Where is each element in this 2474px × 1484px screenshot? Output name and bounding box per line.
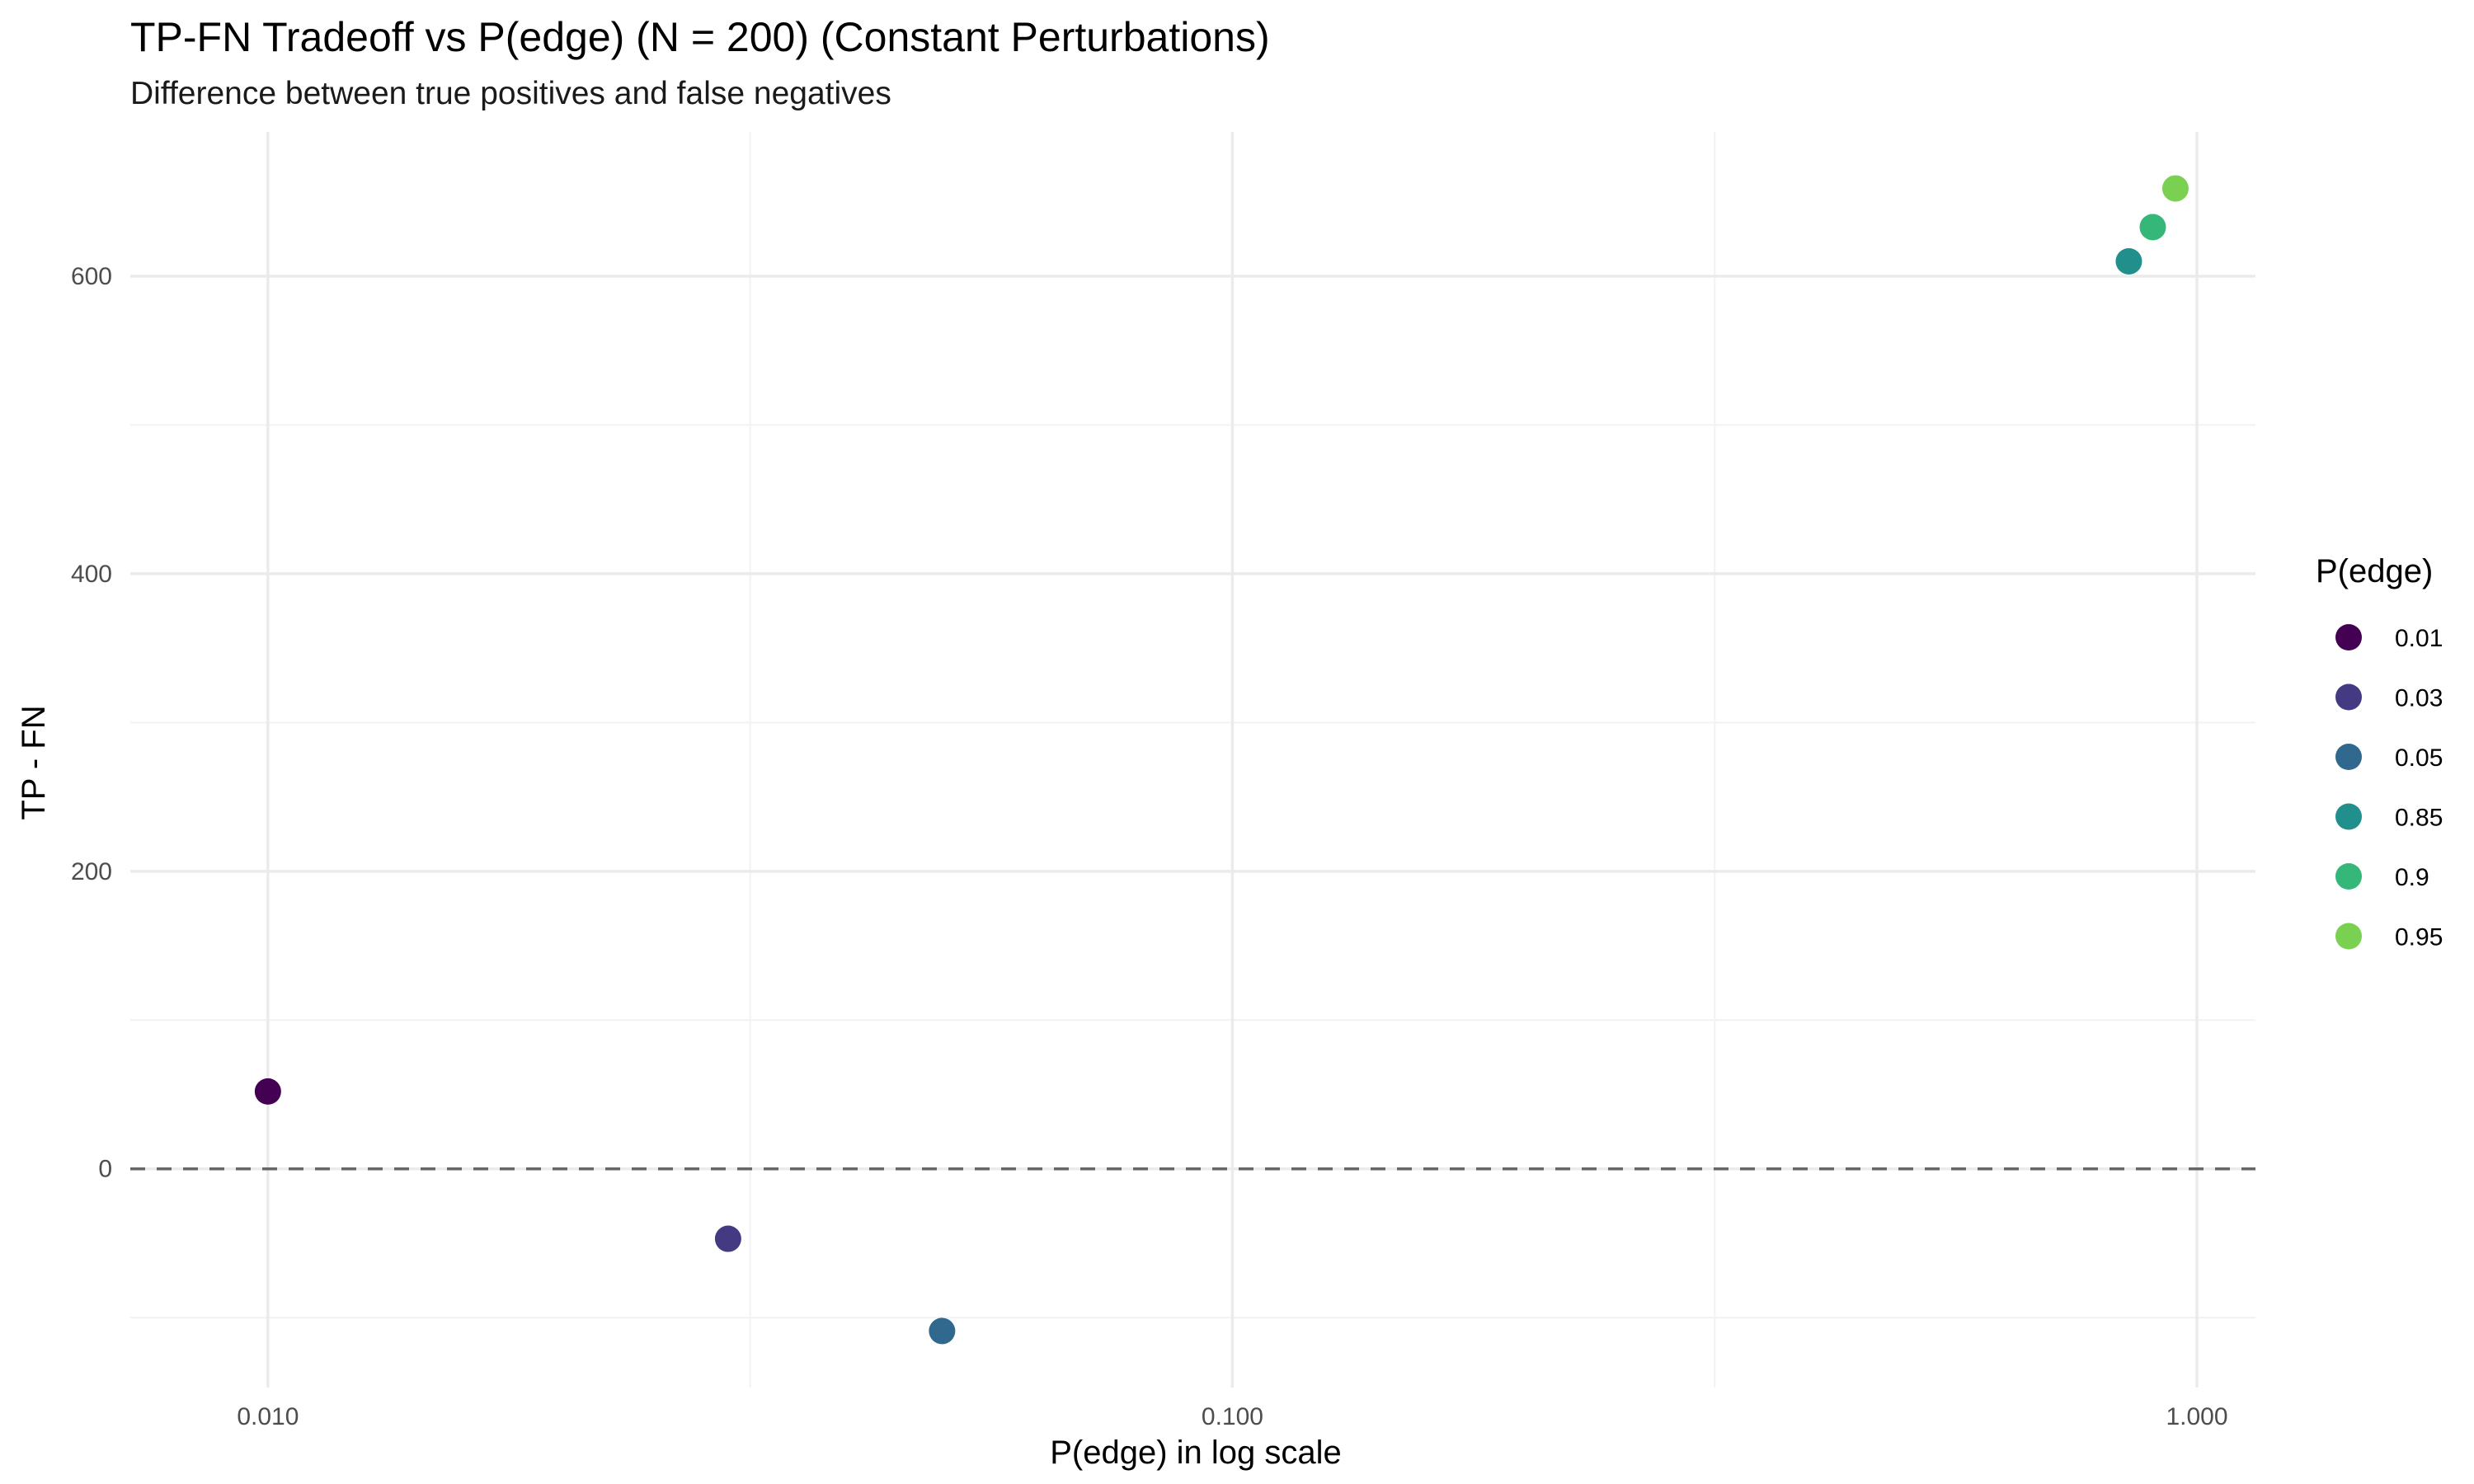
y-tick-label: 200	[71, 858, 112, 885]
data-point	[2161, 175, 2189, 202]
legend-label: 0.85	[2395, 805, 2443, 832]
data-point	[254, 1078, 281, 1105]
data-point	[929, 1317, 956, 1345]
legend-title: P(edge)	[2316, 553, 2433, 589]
y-tick-label: 400	[71, 561, 112, 588]
y-tick-label: 600	[71, 263, 112, 290]
legend-key	[2335, 923, 2362, 950]
legend-key	[2335, 803, 2362, 830]
legend-key	[2335, 624, 2362, 650]
legend-key	[2335, 744, 2362, 770]
x-tick-label: 0.100	[1202, 1403, 1263, 1430]
chart-subtitle: Difference between true positives and fa…	[130, 76, 891, 111]
x-axis-title: P(edge) in log scale	[1050, 1435, 1342, 1471]
y-axis-title: TP - FN	[16, 705, 52, 819]
legend-items: 0.01 0.03 0.05 0.85 0.9 0.95	[2335, 624, 2443, 951]
legend-label: 0.95	[2395, 924, 2443, 951]
legend-label: 0.01	[2395, 625, 2443, 652]
data-point	[714, 1225, 741, 1252]
plot-panel	[130, 132, 2255, 1388]
x-axis-ticks: 0.010 0.100 1.000	[237, 1403, 2227, 1430]
x-tick-label: 1.000	[2166, 1403, 2227, 1430]
gridlines	[130, 132, 2255, 1388]
legend-key	[2335, 863, 2362, 890]
legend-label: 0.9	[2395, 864, 2429, 891]
y-tick-label: 0	[98, 1156, 112, 1183]
chart-title: TP-FN Tradeoff vs P(edge) (N = 200) (Con…	[130, 14, 1270, 60]
legend-key	[2335, 683, 2362, 711]
data-point	[2139, 214, 2166, 241]
legend-label: 0.05	[2395, 744, 2443, 772]
data-points	[254, 175, 2189, 1345]
legend-label: 0.03	[2395, 685, 2443, 712]
y-axis-ticks: 0 200 400 600	[71, 263, 112, 1183]
x-tick-label: 0.010	[237, 1403, 299, 1430]
legend: P(edge) 0.01 0.03 0.05 0.85 0.9 0.95	[2316, 553, 2443, 951]
data-point	[2115, 247, 2142, 275]
